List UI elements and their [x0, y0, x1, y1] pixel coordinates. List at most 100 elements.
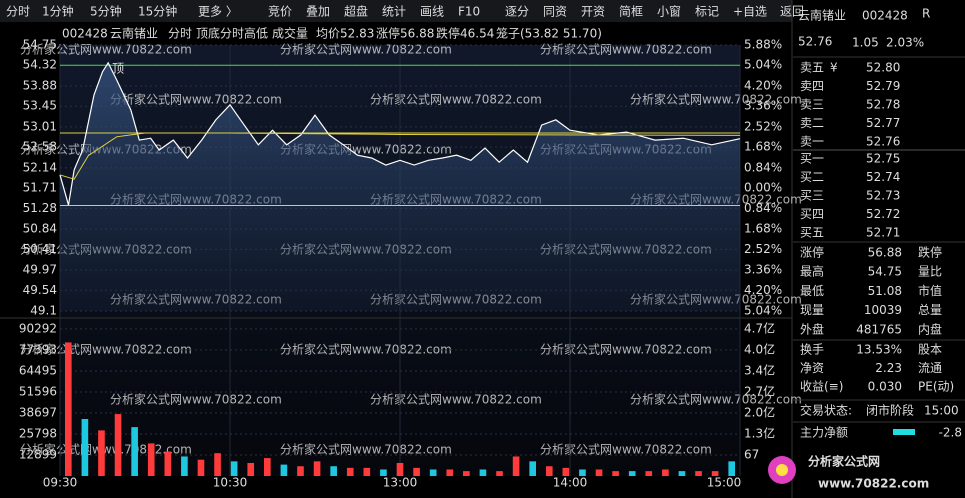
volume-bar — [313, 461, 321, 476]
y-tick-label: 51596 — [19, 384, 57, 398]
volume-bar — [297, 466, 304, 476]
toolbar-button[interactable]: F10 — [458, 5, 480, 19]
y2-tick-label: 67 — [744, 447, 759, 461]
volume-bar — [512, 456, 520, 476]
tab[interactable]: 15分钟 — [138, 4, 177, 19]
volume-bar — [662, 469, 669, 476]
toolbar-button[interactable]: 统计 — [382, 5, 406, 19]
stat-label: 外盘 — [800, 321, 824, 336]
pct-label: 1.68% — [744, 222, 782, 236]
volume-bar — [81, 418, 89, 476]
pct-label: 3.36% — [744, 263, 782, 277]
header-text: 分时 — [168, 27, 192, 41]
y2-tick-label: 4.0亿 — [744, 341, 775, 356]
avg-line — [59, 132, 741, 180]
volume-bar — [330, 466, 337, 476]
watermark: 分析家公式网www.70822.com — [280, 342, 452, 357]
watermark: 分析家公式网www.70822.com — [370, 392, 542, 407]
volume-bar — [131, 427, 138, 476]
stat-label: 内盘 — [918, 321, 942, 336]
x-tick-label: 15:00 — [707, 476, 742, 490]
volume-bar — [280, 464, 288, 476]
stat-value: 2.23 — [875, 361, 902, 375]
y-tick-label: 12899 — [19, 447, 57, 461]
ask-price: 52.76 — [866, 135, 900, 149]
toolbar-button[interactable]: 叠加 — [306, 5, 330, 19]
tab[interactable]: 1分钟 — [42, 4, 74, 19]
watermark: 分析家公式网www.70822.com — [540, 42, 712, 57]
toolbar-button[interactable]: 开资 — [581, 5, 605, 19]
volume-bar — [197, 459, 205, 476]
y-tick-label: 54.75 — [23, 38, 57, 52]
toolbar-button[interactable]: 竞价 — [268, 5, 292, 19]
toolbar-button[interactable]: 逐分 — [505, 5, 529, 19]
toolbar-button[interactable]: 简框 — [619, 5, 643, 19]
y-tick-label: 51.28 — [23, 201, 57, 215]
ask-price: 52.78 — [866, 98, 900, 112]
toolbar — [0, 0, 792, 22]
toolbar-button[interactable]: +自选 — [733, 5, 767, 19]
volume-bar — [98, 430, 105, 476]
toolbar-button[interactable]: 标记 — [695, 5, 719, 19]
volume-bar — [695, 471, 702, 476]
y-tick-label: 50.84 — [23, 222, 57, 236]
volume-bar — [64, 342, 72, 476]
watermark: 分析家公式网www.70822.com — [110, 92, 282, 107]
y-tick-label: 49.1 — [30, 304, 57, 318]
pct-label: 3.36% — [744, 99, 782, 113]
header-text: 46.54 — [460, 27, 494, 41]
stat-label: 跌停 — [918, 245, 942, 260]
ask-label: 卖四 — [800, 79, 824, 93]
logo-icon — [776, 464, 788, 476]
toolbar-button[interactable]: 画线 — [420, 5, 444, 19]
currency: ¥ — [830, 61, 838, 75]
header-text: 52.83 — [340, 27, 374, 41]
volume-bar — [247, 462, 255, 476]
pct-label: 2.52% — [744, 242, 782, 256]
stock-name: 云南锗业 — [798, 8, 846, 23]
bid-price: 52.72 — [866, 207, 900, 221]
stat-label: 最高 — [800, 264, 824, 279]
y-tick-label: 49.54 — [23, 283, 57, 297]
volume-bar — [429, 469, 437, 476]
toolbar-button[interactable]: 返回 — [780, 5, 804, 19]
watermark: 分析家公式网www.70822.com — [630, 92, 802, 107]
y2-tick-label: 2.7亿 — [744, 383, 775, 398]
y-tick-label: 64495 — [19, 363, 57, 377]
toolbar-button[interactable]: 超盘 — [344, 4, 368, 19]
x-tick-label: 10:30 — [213, 476, 248, 490]
price-line — [59, 61, 741, 206]
header-text: 笼子(53.82 51.70) — [496, 26, 602, 41]
pct-label: 0.84% — [744, 160, 782, 174]
volume-bar — [214, 453, 221, 476]
header-text: 均价 — [316, 27, 340, 41]
pct-label: 5.88% — [744, 38, 782, 52]
status-value: 闭市阶段 — [866, 403, 914, 418]
tab[interactable]: 更多 〉 — [198, 5, 238, 19]
tab[interactable]: 分时 — [6, 5, 30, 19]
toolbar-button[interactable]: 同资 — [543, 5, 567, 19]
status-label: 交易状态: — [800, 403, 852, 418]
header-text: 002428 — [62, 27, 108, 41]
price-area — [60, 62, 740, 312]
header-text: 成交量 — [272, 26, 308, 41]
watermark: 分析家公式网www.70822.com — [540, 442, 712, 457]
bid-price: 52.71 — [866, 226, 900, 240]
volume-bar — [579, 469, 586, 476]
y-tick-label: 38697 — [19, 405, 57, 419]
stat-label: 净资 — [800, 361, 824, 375]
stat-label: 涨停 — [800, 245, 824, 260]
stat-value: 0.030 — [868, 380, 902, 394]
y-tick-label: 52.14 — [23, 160, 57, 174]
toolbar-button[interactable]: 小窗 — [657, 5, 681, 19]
y-tick-label: 53.88 — [23, 78, 57, 92]
volume-bar — [463, 471, 470, 476]
y-tick-label: 53.45 — [23, 99, 57, 113]
pct-label: 5.04% — [744, 58, 782, 72]
tab[interactable]: 5分钟 — [90, 4, 122, 19]
flow-value: -2.8 — [939, 426, 962, 440]
stat-label: PE(动) — [918, 380, 954, 394]
stat-value: 10039 — [864, 303, 902, 317]
pct-label: 0.84% — [744, 201, 782, 215]
